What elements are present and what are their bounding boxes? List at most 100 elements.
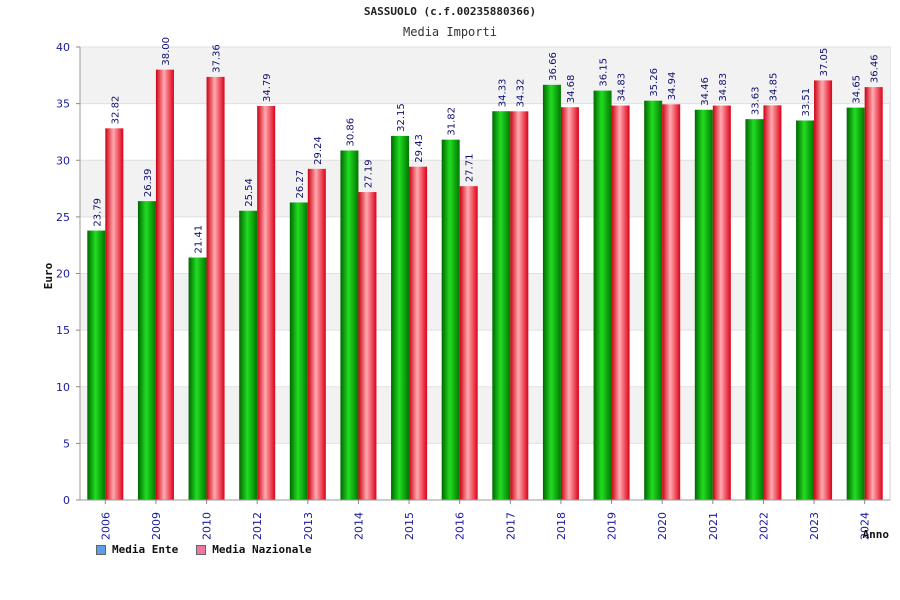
data-label: 34.33	[497, 79, 508, 108]
x-tick-label: 2018	[555, 512, 568, 540]
x-tick-label: 2024	[859, 512, 872, 540]
data-label: 25.54	[244, 178, 255, 207]
legend-item-nazionale: Media Nazionale	[196, 543, 312, 556]
bar-media-nazionale	[510, 111, 529, 501]
data-label: 37.36	[212, 44, 223, 73]
x-tick-label: 2015	[403, 512, 416, 540]
bar-media-nazionale	[307, 168, 326, 500]
data-label: 34.32	[515, 79, 526, 108]
bar-media-ente	[593, 90, 612, 500]
bar-media-ente	[745, 119, 764, 500]
x-tick-label: 2012	[251, 512, 264, 540]
y-tick-label: 40	[56, 41, 70, 54]
data-label: 33.63	[750, 86, 761, 115]
bar-media-ente	[796, 120, 815, 500]
y-tick-label: 5	[63, 437, 70, 450]
legend-label-nazionale: Media Nazionale	[212, 543, 312, 556]
data-label: 37.05	[819, 48, 830, 77]
data-label: 27.71	[465, 154, 476, 183]
bar-media-nazionale	[358, 192, 377, 501]
data-label: 34.79	[262, 73, 273, 102]
bar-media-nazionale	[155, 69, 174, 501]
bar-media-nazionale	[864, 87, 883, 500]
legend-label-ente: Media Ente	[112, 543, 179, 556]
bar-media-nazionale	[206, 76, 225, 500]
bar-media-ente	[188, 257, 207, 500]
chart-title: SASSUOLO (c.f.00235880366)	[363, 5, 537, 18]
y-tick-label: 25	[56, 211, 70, 224]
y-tick-label: 30	[56, 154, 70, 167]
bar-media-nazionale	[763, 105, 782, 500]
bar-media-ente	[846, 107, 865, 501]
bar-media-ente	[542, 84, 561, 500]
data-label: 36.46	[870, 54, 881, 83]
data-label: 21.41	[194, 225, 205, 254]
x-tick-label: 2016	[454, 512, 467, 540]
data-label: 33.51	[801, 88, 812, 117]
bar-media-nazionale	[105, 128, 124, 500]
bar-media-nazionale	[257, 106, 276, 501]
legend-swatch-nazionale	[196, 544, 207, 555]
data-label: 26.39	[143, 168, 154, 197]
data-label: 34.83	[718, 73, 729, 102]
bar-media-ente	[391, 135, 410, 500]
bar-media-ente	[137, 201, 156, 501]
data-label: 34.83	[617, 73, 628, 102]
bar-media-nazionale	[712, 105, 731, 501]
x-tick-label: 2017	[504, 512, 517, 540]
bar-media-nazionale	[611, 105, 630, 501]
bar-media-nazionale	[814, 80, 833, 500]
y-tick-label: 10	[56, 381, 70, 394]
bar-media-ente	[239, 210, 258, 500]
legend-swatch-ente	[96, 544, 106, 555]
bar-media-ente	[492, 111, 511, 500]
data-label: 34.65	[852, 75, 863, 104]
data-label: 34.94	[667, 72, 678, 101]
x-tick-label: 2010	[201, 512, 214, 540]
data-label: 29.24	[313, 136, 324, 165]
x-axis: 2006 2009 2010 2012 2013 2014 2015 2016 2017 2018…	[80, 499, 890, 540]
data-label: 36.66	[548, 52, 559, 81]
bar-media-nazionale	[560, 107, 579, 501]
y-tick-label: 35	[56, 98, 70, 111]
data-label: 30.86	[345, 118, 356, 147]
y-tick-label: 0	[63, 494, 70, 507]
bar-media-ente	[441, 139, 460, 501]
x-axis-label: Anno	[863, 528, 890, 541]
x-tick-label: 2019	[606, 512, 619, 540]
x-tick-label: 2006	[99, 512, 112, 540]
x-tick-label: 2020	[656, 512, 669, 540]
data-label: 34.46	[700, 77, 711, 106]
bar-media-nazionale	[662, 104, 681, 500]
y-axis: 0 5 10 15 20 25 30 35 40	[56, 41, 81, 507]
y-axis-label: Euro	[42, 262, 55, 289]
data-label: 35.26	[649, 68, 660, 97]
bar-media-nazionale	[459, 186, 478, 500]
chart-subtitle: Media Importi	[403, 25, 497, 39]
data-label: 29.43	[414, 134, 425, 163]
data-label: 38.00	[161, 37, 172, 66]
y-tick-label: 20	[56, 268, 70, 281]
bar-media-ente	[340, 150, 359, 500]
bar-media-ente	[289, 202, 308, 500]
x-tick-label: 2023	[808, 512, 821, 540]
bar-media-ente	[694, 109, 713, 500]
legend-item-ente: Media Ente	[96, 543, 178, 556]
data-label: 31.82	[447, 107, 458, 136]
data-label: 27.19	[363, 159, 374, 188]
bar-media-ente	[644, 100, 663, 501]
bars-group: 23.79 32.82 26.39 38.00 21.41 37.36 25.54 34.79…	[87, 37, 883, 501]
x-tick-label: 2021	[707, 512, 720, 540]
data-label: 34.85	[768, 73, 779, 102]
x-tick-label: 2013	[302, 512, 315, 540]
bar-media-ente	[87, 230, 106, 500]
data-label: 32.82	[110, 96, 121, 125]
legend: Media Ente Media Nazionale	[96, 543, 312, 556]
bar-media-nazionale	[409, 166, 428, 500]
data-label: 26.27	[295, 170, 306, 199]
x-tick-label: 2014	[352, 512, 365, 540]
data-label: 32.15	[396, 103, 407, 132]
data-label: 36.15	[599, 58, 610, 87]
x-tick-label: 2009	[150, 512, 163, 540]
